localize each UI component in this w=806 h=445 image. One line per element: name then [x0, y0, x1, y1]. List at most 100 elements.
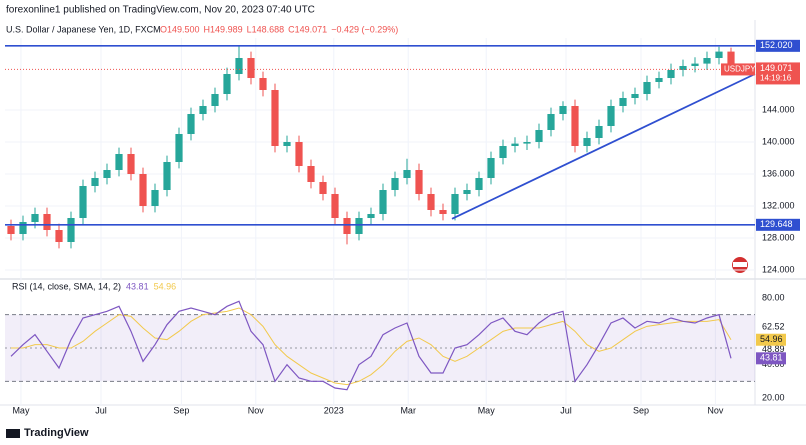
y-tick-label: 124.000	[762, 264, 795, 274]
candle-body	[523, 142, 531, 144]
candle-body	[367, 214, 375, 218]
candle-body	[151, 190, 159, 206]
candle-body	[115, 154, 123, 170]
symbol: U.S. Dollar / Japanese Yen, 1D, FXCM	[6, 24, 161, 34]
footer-brand: TradingView	[24, 427, 89, 439]
candle-body	[331, 194, 339, 218]
candle-body	[379, 190, 387, 214]
candle-body	[475, 178, 483, 190]
symbol-box	[721, 63, 755, 76]
price-label-box	[756, 218, 800, 231]
flag-icon	[732, 257, 748, 273]
candle-body	[247, 58, 255, 78]
x-tick-label: Jul	[560, 405, 572, 415]
candle-body	[511, 143, 519, 146]
candle-body	[667, 70, 675, 78]
candle-body	[223, 74, 231, 94]
candle-body	[691, 63, 699, 66]
candle-body	[487, 158, 495, 178]
x-tick-label: Jul	[95, 405, 107, 415]
candle-body	[715, 51, 723, 58]
candle-body	[547, 114, 555, 130]
last-price-label: 149.071	[760, 63, 793, 73]
value-label: 54.96	[760, 334, 783, 344]
candle-body	[499, 146, 507, 158]
candle-body	[55, 230, 63, 242]
rsi-title: RSI (14, close, SMA, 14, 2)	[12, 281, 121, 291]
candle-body	[391, 178, 399, 190]
candle-body	[235, 58, 243, 74]
candle-body	[619, 98, 627, 106]
x-tick-label: Sep	[633, 405, 649, 415]
candle-body	[139, 174, 147, 206]
candle-body	[103, 170, 111, 178]
level-label: 48.89	[762, 344, 785, 354]
publisher: forexonline1 published on TradingView.co…	[6, 5, 315, 16]
candle-body	[403, 170, 411, 178]
ohlc-value: H149.989	[204, 24, 243, 34]
candle-body	[19, 222, 27, 234]
y-tick-label: 136.000	[762, 168, 795, 178]
x-tick-label: Nov	[248, 405, 265, 415]
candle-body	[295, 142, 303, 166]
candle-body	[319, 182, 327, 194]
candle-body	[607, 106, 615, 126]
candle-body	[175, 134, 183, 162]
y-tick-label: 20.00	[762, 392, 785, 402]
y-tick-label: 80.00	[762, 292, 785, 302]
y-tick-label: 144.000	[762, 104, 795, 114]
x-tick-label: Nov	[707, 405, 724, 415]
candle-body	[271, 90, 279, 146]
logo	[6, 429, 20, 438]
candle-body	[595, 126, 603, 138]
candle-body	[583, 138, 591, 146]
x-tick-label: May	[12, 405, 30, 415]
candle-body	[79, 186, 87, 218]
candle-body	[211, 94, 219, 106]
candle-body	[91, 178, 99, 186]
x-tick-label: 2023	[324, 405, 344, 415]
y-tick-label: 128.000	[762, 232, 795, 242]
x-tick-label: May	[478, 405, 496, 415]
price-label: 129.648	[760, 219, 793, 229]
candle-body	[7, 226, 15, 234]
level-label: 62.52	[762, 322, 785, 332]
x-tick-label: Sep	[173, 405, 189, 415]
candle-body	[439, 210, 447, 214]
candle-body	[559, 106, 567, 114]
ohlc-value: L148.688	[247, 24, 285, 34]
candle-body	[343, 218, 351, 234]
value-label-box	[756, 352, 786, 365]
candle-body	[199, 106, 207, 114]
candle-body	[307, 166, 315, 182]
candle-body	[643, 82, 651, 94]
symbol-label: USDJPY	[724, 65, 756, 74]
legend-value: 54.96	[154, 281, 177, 291]
candle-body	[451, 194, 459, 214]
candle-body	[703, 58, 711, 64]
rsi-line	[11, 307, 732, 386]
candle-body	[535, 130, 543, 142]
value-label: 43.81	[760, 353, 783, 363]
last-price-box	[756, 62, 800, 85]
candle-body	[31, 214, 39, 222]
candle-body	[679, 66, 687, 70]
candle-body	[163, 162, 171, 190]
candle-body	[187, 114, 195, 134]
countdown-label: 14:19:16	[760, 74, 792, 83]
candle-body	[727, 51, 735, 70]
candle-body	[127, 154, 135, 174]
candle-body	[43, 214, 51, 230]
legend-value: 43.81	[126, 281, 149, 291]
value-label-box	[756, 333, 786, 346]
price-label: 152.020	[760, 40, 793, 50]
x-tick-label: Mar	[400, 405, 416, 415]
price-label-box	[756, 39, 800, 52]
candle-body	[415, 170, 423, 194]
candle-body	[67, 218, 75, 242]
candle-body	[571, 106, 579, 146]
candle-body	[259, 78, 267, 90]
trendline	[451, 73, 756, 220]
candle-body	[655, 78, 663, 82]
